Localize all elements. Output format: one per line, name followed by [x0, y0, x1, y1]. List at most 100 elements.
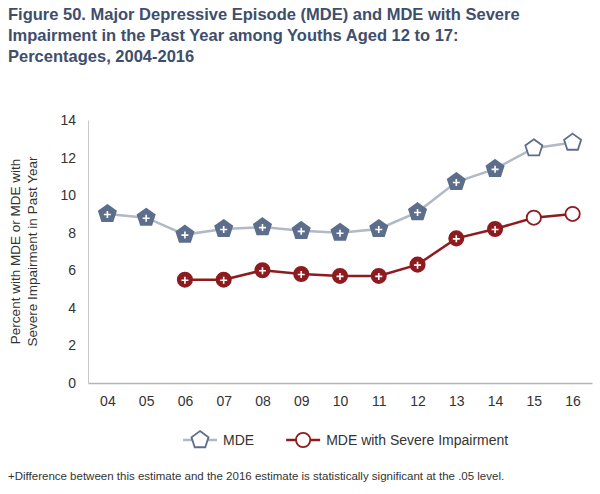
point-group: [255, 263, 269, 277]
point: [488, 222, 502, 236]
point-group: [525, 139, 542, 155]
point-group: [331, 224, 348, 240]
point-group: [176, 226, 193, 242]
x-tick: 14: [488, 383, 504, 409]
x-tick-label: 12: [410, 393, 426, 409]
significance-plus: [337, 273, 344, 280]
x-tick: 08: [255, 383, 271, 409]
point: [293, 222, 310, 238]
significance-plus: [375, 273, 382, 280]
point: [525, 139, 542, 155]
point: [487, 160, 504, 176]
significance-plus: [220, 277, 227, 284]
title: Percentages, 2004-2016: [8, 47, 194, 65]
x-tick-label: 07: [216, 393, 232, 409]
y-tick-label: 0: [68, 375, 76, 391]
legend-symbol: [296, 433, 310, 447]
series-line: [107, 143, 572, 235]
point-group: [254, 218, 271, 234]
point: [565, 207, 579, 221]
significance-plus: [453, 235, 460, 242]
title-group: Figure 50. Major Depressive Episode (MDE…: [8, 5, 520, 65]
point-group: [449, 231, 463, 245]
point: [527, 211, 541, 225]
significance-plus: [337, 230, 344, 237]
x-tick-label: 04: [100, 393, 116, 409]
point: [370, 220, 387, 236]
significance-plus: [414, 209, 421, 216]
point-group: [99, 205, 116, 221]
y-tick: 4: [68, 300, 88, 316]
footnote: +Difference between this estimate and th…: [8, 470, 504, 482]
significance-plus: [492, 166, 499, 173]
significance-plus: [181, 232, 188, 239]
x-tick: 07: [216, 383, 232, 409]
y-tick-label: 2: [68, 337, 76, 353]
x-tick: 05: [139, 383, 155, 409]
point-group: [138, 209, 155, 225]
x-tick: 04: [100, 383, 116, 409]
point-group: [564, 134, 581, 150]
x-tick-label: 13: [449, 393, 465, 409]
x-tick-label: 06: [178, 393, 194, 409]
legend-symbol: [191, 431, 208, 447]
significance-plus: [259, 224, 266, 231]
significance-plus: [414, 262, 421, 269]
point: [564, 134, 581, 150]
y-tick: 10: [60, 187, 88, 203]
point: [372, 269, 386, 283]
y-tick-label: 12: [60, 150, 76, 166]
point: [255, 263, 269, 277]
y-tick-label: 10: [60, 187, 76, 203]
x-tick-label: 11: [372, 393, 387, 409]
point: [217, 273, 231, 287]
y-tick: 14: [60, 112, 88, 128]
significance-plus: [181, 277, 188, 284]
x-tick-label: 08: [255, 393, 271, 409]
title: Figure 50. Major Depressive Episode (MDE…: [8, 5, 520, 23]
y-tick-label: 4: [68, 300, 76, 316]
y-axis-title: Percent with MDE or MDE with: [8, 159, 23, 344]
x-axis: 04 05 06 07 08 09 10 11 12 13 14 15 16: [89, 383, 593, 409]
point-group: [370, 220, 387, 236]
point-group: [409, 203, 426, 219]
significance-plus: [259, 267, 266, 274]
point-group: [487, 160, 504, 176]
point-group: [488, 222, 502, 236]
title: Impairment in the Past Year among Youths…: [8, 26, 459, 44]
y-tick: 0: [68, 375, 88, 391]
x-tick: 06: [178, 383, 194, 409]
point-group: [527, 211, 541, 225]
point-group: [294, 267, 308, 281]
y-tick: 2: [68, 337, 88, 353]
x-tick: 10: [333, 383, 349, 409]
point: [333, 269, 347, 283]
point: [410, 258, 424, 272]
point: [448, 173, 465, 189]
point: [99, 205, 116, 221]
point: [138, 209, 155, 225]
x-tick: 13: [449, 383, 465, 409]
point: [409, 203, 426, 219]
plot-area: [99, 134, 581, 287]
x-tick-label: 15: [527, 393, 543, 409]
y-axis-line: [88, 121, 89, 384]
chart: Figure 50. Major Depressive Episode (MDE…: [0, 0, 600, 494]
x-tick-label: 16: [565, 393, 581, 409]
x-tick-label: 09: [294, 393, 310, 409]
legend-label: MDE: [223, 432, 254, 448]
y-tick: 6: [68, 262, 88, 278]
significance-plus: [143, 215, 150, 222]
legend-item: MDE with Severe Impairment: [286, 432, 508, 448]
legend-label: MDE with Severe Impairment: [326, 432, 508, 448]
y-axis: 02468101214: [60, 112, 88, 391]
x-tick-label: 05: [139, 393, 155, 409]
point-group: [217, 273, 231, 287]
point: [331, 224, 348, 240]
legend: MDE MDE with Severe Impairment: [183, 431, 508, 448]
significance-plus: [104, 211, 111, 218]
point: [254, 218, 271, 234]
x-axis-line: [89, 383, 593, 385]
x-tick: 16: [565, 383, 581, 409]
point: [178, 273, 192, 287]
